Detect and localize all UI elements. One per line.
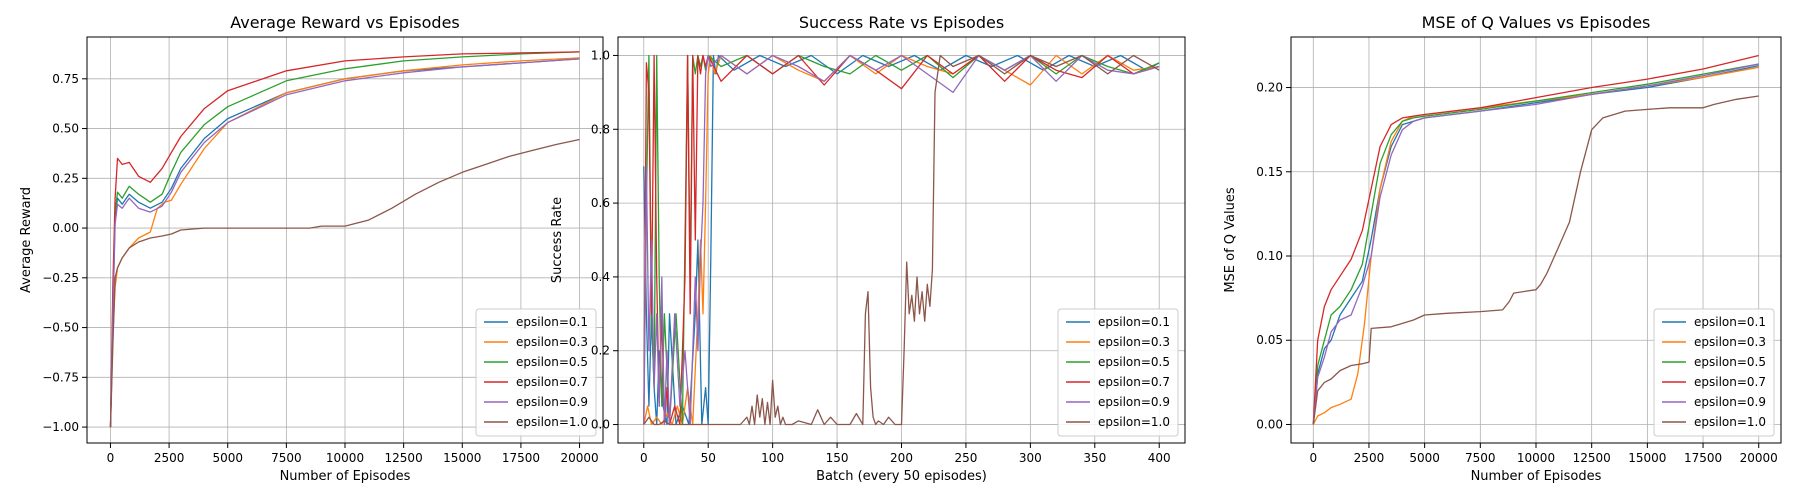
x-tick-label: 20000	[1740, 451, 1778, 465]
legend-box	[1057, 308, 1179, 437]
y-tick-label: −0.50	[42, 321, 79, 335]
legend-entry-label: epsilon=0.3	[1694, 335, 1766, 349]
legend-entry-label: epsilon=0.9	[1694, 395, 1766, 409]
y-tick-label: 0.25	[52, 171, 79, 185]
legend-box	[475, 308, 597, 437]
legend-entry-label: epsilon=0.7	[1694, 375, 1766, 389]
series-line-epsilon-0.9	[1312, 63, 1759, 425]
legend-entry-label: epsilon=1.0	[516, 415, 588, 429]
legend: epsilon=0.1 epsilon=0.3 epsilon=0.5 epsilon…	[475, 308, 597, 437]
x-tick-label: 15000	[1628, 451, 1666, 465]
x-tick-label: 0	[1309, 451, 1317, 465]
legend: epsilon=0.1 epsilon=0.3 epsilon=0.5 epsilon…	[1057, 308, 1179, 437]
legend-entry-label: epsilon=0.7	[516, 375, 588, 389]
x-axis-label: Batch (every 50 episodes)	[816, 469, 987, 484]
x-tick-label: 100	[761, 451, 784, 465]
legend-entry-label: epsilon=0.5	[516, 355, 588, 369]
x-tick-label: 17500	[502, 451, 540, 465]
x-tick-label: 400	[1148, 451, 1171, 465]
y-axis-label: Success Rate	[550, 197, 565, 283]
y-tick-label: 1.0	[591, 48, 610, 62]
y-tick-label: 0.10	[1256, 249, 1283, 263]
x-tick-label: 250	[954, 451, 977, 465]
x-tick-label: 7500	[1465, 451, 1496, 465]
y-tick-label: 0.05	[1256, 333, 1283, 347]
x-axis-label: Number of Episodes	[1471, 469, 1602, 484]
x-tick-label: 0	[640, 451, 648, 465]
y-tick-label: 0.2	[591, 344, 610, 358]
x-tick-label: 300	[1019, 451, 1042, 465]
x-tick-label: 2500	[1354, 451, 1385, 465]
y-axis-label: MSE of Q Values	[1223, 187, 1238, 293]
series-line-epsilon-0.3	[643, 54, 1160, 426]
legend-entry-label: epsilon=0.5	[1098, 355, 1170, 369]
legend-entry-label: epsilon=0.3	[516, 335, 588, 349]
x-tick-label: 15000	[443, 451, 481, 465]
chart-title: Average Reward vs Episodes	[230, 13, 460, 32]
y-tick-label: 0.75	[52, 72, 79, 86]
legend-box	[1653, 308, 1775, 437]
series-line-epsilon-1.0	[1312, 95, 1759, 425]
x-tick-label: 200	[890, 451, 913, 465]
legend-entry-label: epsilon=0.3	[1098, 335, 1170, 349]
legend-entry-label: epsilon=1.0	[1098, 415, 1170, 429]
x-tick-label: 0	[107, 451, 115, 465]
x-tick-label: 12500	[385, 451, 423, 465]
chart-title: Success Rate vs Episodes	[799, 13, 1004, 32]
y-tick-label: 0.20	[1256, 81, 1283, 95]
y-tick-label: 0.50	[52, 122, 79, 136]
legend-entry-label: epsilon=0.9	[516, 395, 588, 409]
x-axis-label: Number of Episodes	[280, 469, 411, 484]
x-tick-label: 17500	[1684, 451, 1722, 465]
series-line-epsilon-0.5	[109, 51, 580, 428]
x-tick-label: 50	[701, 451, 716, 465]
x-tick-label: 5000	[1409, 451, 1440, 465]
x-tick-label: 20000	[560, 451, 598, 465]
legend-entry-label: epsilon=0.1	[1098, 315, 1170, 329]
legend-entry-label: epsilon=0.1	[516, 315, 588, 329]
legend-entry-label: epsilon=1.0	[1694, 415, 1766, 429]
x-tick-label: 5000	[212, 451, 243, 465]
chart-success-rate: 0 50 100 150 200 250 300 350 400 0.0 0.2 0.4 0.6 0.8 1…	[550, 13, 1186, 484]
y-tick-label: 0.15	[1256, 165, 1283, 179]
legend-entry-label: epsilon=0.5	[1694, 355, 1766, 369]
series-line-epsilon-1.0	[109, 138, 580, 428]
y-tick-label: −0.25	[42, 271, 79, 285]
x-tick-label: 7500	[271, 451, 302, 465]
series-line-epsilon-1.0	[643, 54, 1160, 426]
y-tick-label: −1.00	[42, 420, 79, 434]
x-tick-label: 150	[826, 451, 849, 465]
series-line-epsilon-0.7	[109, 51, 580, 428]
legend-entry-label: epsilon=0.7	[1098, 375, 1170, 389]
legend: epsilon=0.1 epsilon=0.3 epsilon=0.5 epsilon…	[1653, 308, 1775, 437]
y-tick-label: 0.00	[1256, 417, 1283, 431]
y-tick-label: 0.6	[591, 196, 610, 210]
x-tick-label: 350	[1083, 451, 1106, 465]
y-tick-label: −0.75	[42, 370, 79, 384]
x-tick-label: 10000	[326, 451, 364, 465]
y-tick-label: 0.8	[591, 122, 610, 136]
x-tick-label: 2500	[154, 451, 185, 465]
y-axis-label: Average Reward	[19, 187, 34, 293]
chart-mse-q-values: 0 2500 5000 7500 10000 12500 15000 17500 20000 0.…	[1223, 13, 1782, 484]
series-line-epsilon-0.5	[1312, 63, 1759, 425]
legend-entry-label: epsilon=0.9	[1098, 395, 1170, 409]
series-line-epsilon-0.9	[109, 58, 580, 428]
chart-title: MSE of Q Values vs Episodes	[1422, 13, 1651, 32]
y-tick-label: 0.0	[591, 418, 610, 432]
legend-entry-label: epsilon=0.1	[1694, 315, 1766, 329]
x-tick-label: 12500	[1573, 451, 1611, 465]
y-tick-label: 0.4	[591, 270, 610, 284]
x-tick-label: 10000	[1517, 451, 1555, 465]
y-tick-label: 0.00	[52, 221, 79, 235]
series-line-epsilon-0.9	[643, 54, 1160, 426]
series-line-epsilon-0.7	[1312, 54, 1759, 425]
chart-average-reward: 0 2500 5000 7500 10000 12500 15000 17500 20000 −1…	[19, 13, 604, 484]
